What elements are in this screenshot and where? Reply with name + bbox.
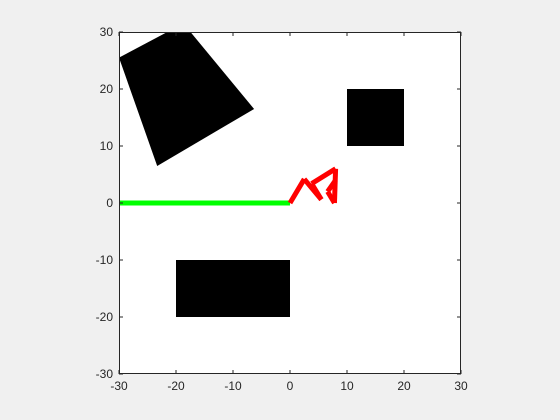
arm-segment-1 [287, 177, 307, 205]
x-tick-label: 30 [454, 379, 468, 393]
y-tick-label: 30 [100, 25, 114, 39]
y-tick-label: -30 [96, 367, 114, 381]
rotated-square-obstacle [119, 32, 255, 166]
x-tick-label: 20 [397, 379, 411, 393]
y-tick-label: 10 [100, 139, 114, 153]
axis-layer: -30 -20 -10 0 10 20 30 -30 -20 -10 0 10 20 30 [96, 25, 468, 393]
y-tick-label: 0 [106, 196, 113, 210]
y-tick-label: -10 [96, 253, 114, 267]
square-obstacle [347, 89, 404, 146]
arm-segment-5 [331, 168, 339, 204]
robot-arm-layer [287, 166, 339, 205]
x-tick-label: 10 [340, 379, 354, 393]
arm-segment-4 [310, 166, 337, 186]
y-tick-label: -20 [96, 310, 114, 324]
obstacle-layer [119, 32, 404, 317]
x-tick-label: -20 [167, 379, 185, 393]
x-tick-label: 0 [287, 379, 294, 393]
x-tick-label: -10 [224, 379, 242, 393]
y-tick-label: 20 [100, 82, 114, 96]
rectangle-obstacle [176, 260, 290, 317]
arm-segment-6 [325, 190, 337, 205]
arm-segment-3 [309, 182, 324, 201]
arm-segment-7 [325, 178, 338, 194]
x-tick-label: -30 [110, 379, 128, 393]
